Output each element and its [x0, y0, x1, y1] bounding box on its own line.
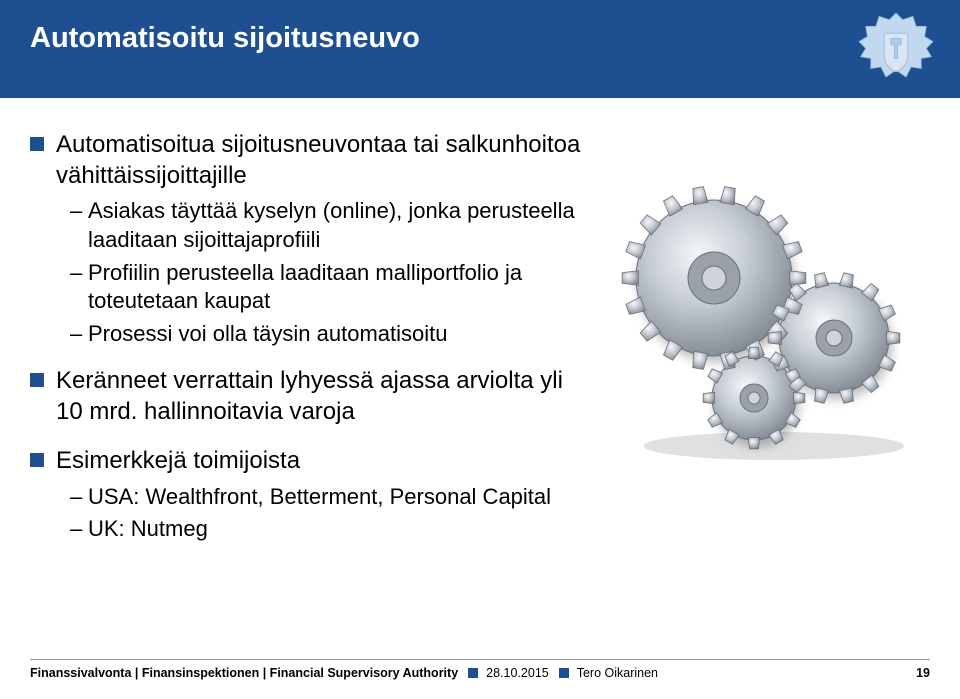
dash-icon: –	[70, 259, 88, 288]
gears-illustration	[604, 168, 924, 468]
subbullet: – UK: Nutmeg	[70, 515, 590, 544]
dash-icon: –	[70, 483, 88, 512]
footer-date: 28.10.2015	[486, 666, 549, 680]
footer: Finanssivalvonta | Finansinspektionen | …	[30, 659, 930, 681]
dash-icon: –	[70, 320, 88, 349]
subbullet-text: Asiakas täyttää kyselyn (online), jonka …	[88, 197, 590, 254]
bullet-3: Esimerkkejä toimijoista	[30, 446, 590, 477]
bullet-marker-icon	[30, 373, 44, 387]
subbullet-text: Profiilin perusteella laaditaan mallipor…	[88, 259, 590, 316]
slide-title: Automatisoitu sijoitusneuvo	[30, 22, 420, 55]
bullet-3-subitems: – USA: Wealthfront, Betterment, Personal…	[70, 483, 590, 544]
subbullet: – Prosessi voi olla täysin automatisoitu	[70, 320, 590, 349]
subbullet-text: UK: Nutmeg	[88, 515, 208, 544]
subbullet-text: USA: Wealthfront, Betterment, Personal C…	[88, 483, 551, 512]
subbullet: – Asiakas täyttää kyselyn (online), jonk…	[70, 197, 590, 254]
slide: Automatisoitu sijoitusneuvo Automatisoit…	[0, 0, 960, 699]
bullet-2: Keränneet verrattain lyhyessä ajassa arv…	[30, 366, 590, 427]
dash-icon: –	[70, 197, 88, 226]
footer-author: Tero Oikarinen	[577, 666, 658, 680]
bullet-1: Automatisoitua sijoitusneuvontaa tai sal…	[30, 130, 590, 191]
bullet-3-text: Esimerkkejä toimijoista	[56, 446, 300, 477]
subbullet-text: Prosessi voi olla täysin automatisoitu	[88, 320, 448, 349]
footer-square-icon	[468, 668, 478, 678]
footer-org: Finanssivalvonta | Finansinspektionen | …	[30, 666, 458, 680]
bullet-1-text: Automatisoitua sijoitusneuvontaa tai sal…	[56, 130, 590, 191]
bullet-marker-icon	[30, 453, 44, 467]
dash-icon: –	[70, 515, 88, 544]
bullet-2-text: Keränneet verrattain lyhyessä ajassa arv…	[56, 366, 590, 427]
bullet-1-subitems: – Asiakas täyttää kyselyn (online), jonk…	[70, 197, 590, 348]
coat-of-arms-icon	[854, 8, 938, 92]
subbullet: – Profiilin perusteella laaditaan mallip…	[70, 259, 590, 316]
subbullet: – USA: Wealthfront, Betterment, Personal…	[70, 483, 590, 512]
footer-page-number: 19	[916, 666, 930, 680]
header-bar: Automatisoitu sijoitusneuvo	[0, 0, 960, 98]
content-area: Automatisoitua sijoitusneuvontaa tai sal…	[30, 130, 590, 562]
footer-square-icon	[559, 668, 569, 678]
bullet-marker-icon	[30, 137, 44, 151]
